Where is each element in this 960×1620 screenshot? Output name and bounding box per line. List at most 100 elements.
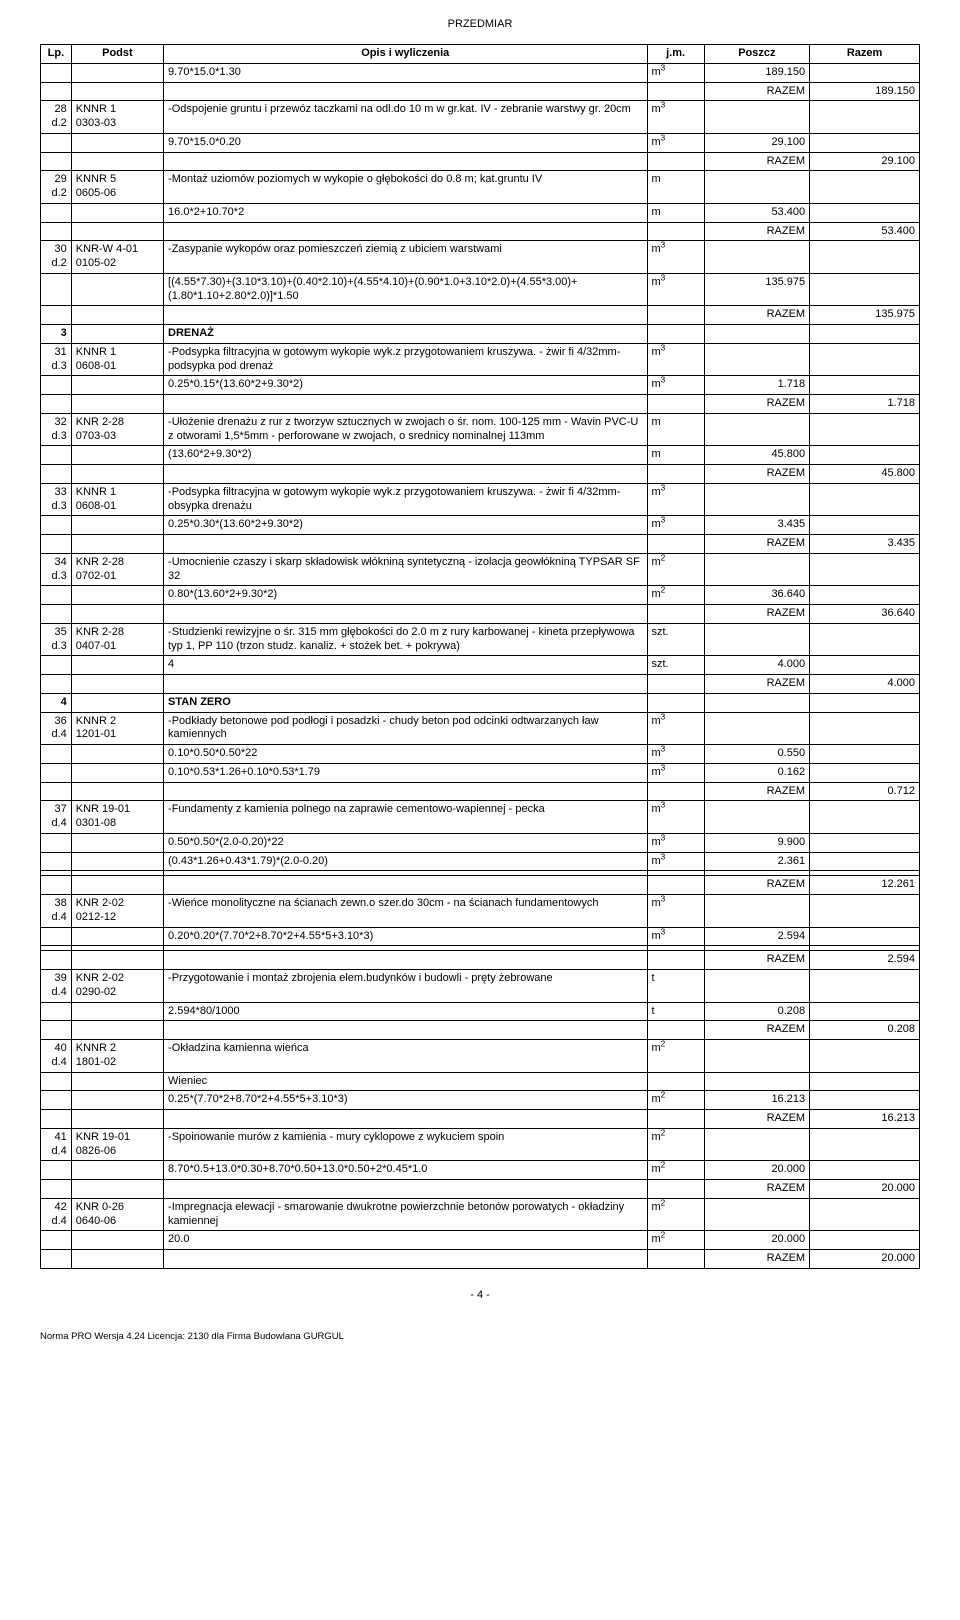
razem-row: RAZEM 20.000 bbox=[41, 1250, 920, 1269]
table-row: [(4.55*7.30)+(3.10*3.10)+(0.40*2.10)+(4.… bbox=[41, 273, 920, 306]
cell-jm: m2 bbox=[647, 1091, 704, 1110]
cell-podst1: KNR 19-01 bbox=[76, 1131, 130, 1143]
cell-opis: 9.70*15.0*1.30 bbox=[164, 63, 647, 82]
cell-opis: 2.594*80/1000 bbox=[164, 1002, 647, 1021]
cell-opis: -Impregnacja elewacji - smarowanie dwukr… bbox=[164, 1198, 647, 1231]
cell-poszcz: 2.594 bbox=[704, 927, 809, 946]
cell-jm: m2 bbox=[647, 586, 704, 605]
cell-podst1: KNR-W 4-01 bbox=[76, 243, 138, 255]
razem-value: 4.000 bbox=[810, 675, 920, 694]
cell-podst1: KNR 2-28 bbox=[76, 416, 124, 428]
cell-d: d.4 bbox=[51, 911, 66, 923]
cell-podst2: 0407-01 bbox=[76, 640, 116, 652]
razem-row: RAZEM 45.800 bbox=[41, 465, 920, 484]
cell-opis: -Podkłady betonowe pod podłogi i posadzk… bbox=[164, 712, 647, 745]
cell-opis: [(4.55*7.30)+(3.10*3.10)+(0.40*2.10)+(4.… bbox=[164, 273, 647, 306]
cell-podst2: 0605-06 bbox=[76, 187, 116, 199]
col-lp: Lp. bbox=[41, 45, 72, 64]
cell-jm: m3 bbox=[647, 745, 704, 764]
razem-value: 36.640 bbox=[810, 605, 920, 624]
cell-podst2: 0608-01 bbox=[76, 360, 116, 372]
cell-podst2: 0703-03 bbox=[76, 430, 116, 442]
cell-podst1: KNNR 1 bbox=[76, 486, 116, 498]
razem-label: RAZEM bbox=[704, 876, 809, 895]
razem-row: RAZEM 29.100 bbox=[41, 152, 920, 171]
cell-opis: 20.0 bbox=[164, 1231, 647, 1250]
cell-podst2: 0608-01 bbox=[76, 500, 116, 512]
cell-jm: m bbox=[647, 446, 704, 465]
cell-opis: -Odspojenie gruntu i przewóz taczkami na… bbox=[164, 101, 647, 134]
razem-label: RAZEM bbox=[704, 951, 809, 970]
table-row: 0.20*0.20*(7.70*2+8.70*2+4.55*5+3.10*3) … bbox=[41, 927, 920, 946]
cell-d: d.4 bbox=[51, 1145, 66, 1157]
razem-label: RAZEM bbox=[704, 306, 809, 325]
cell-podst1: KNR 2-28 bbox=[76, 556, 124, 568]
cell-lp: 39 bbox=[55, 972, 67, 984]
razem-label: RAZEM bbox=[704, 465, 809, 484]
table-row: 4 szt. 4.000 bbox=[41, 656, 920, 675]
cell-opis: 0.25*0.30*(13.60*2+9.30*2) bbox=[164, 516, 647, 535]
cell-d: d.3 bbox=[51, 500, 66, 512]
razem-label: RAZEM bbox=[704, 1250, 809, 1269]
cell-jm: m3 bbox=[647, 763, 704, 782]
cell-poszcz: 53.400 bbox=[704, 203, 809, 222]
cell-opis: 0.10*0.50*0.50*22 bbox=[164, 745, 647, 764]
table-row: 32d.3 KNR 2-280703-03 -Ułożenie drenażu … bbox=[41, 413, 920, 446]
cell-opis: 9.70*15.0*0.20 bbox=[164, 133, 647, 152]
razem-value: 20.000 bbox=[810, 1180, 920, 1199]
cell-jm: m bbox=[647, 203, 704, 222]
cell-d: d.4 bbox=[51, 1215, 66, 1227]
page-number: - 4 - bbox=[40, 1289, 920, 1301]
cell-lp: 33 bbox=[55, 486, 67, 498]
cell-poszcz: 16.213 bbox=[704, 1091, 809, 1110]
razem-label: RAZEM bbox=[704, 675, 809, 694]
table-row: 9.70*15.0*0.20 m3 29.100 bbox=[41, 133, 920, 152]
cell-podst1: KNNR 2 bbox=[76, 1042, 116, 1054]
table-row: 33d.3 KNNR 10608-01 -Podsypka filtracyjn… bbox=[41, 483, 920, 516]
cell-jm: m3 bbox=[647, 133, 704, 152]
cell-lp: 35 bbox=[55, 626, 67, 638]
cell-jm: t bbox=[647, 1002, 704, 1021]
table-row: 0.10*0.53*1.26+0.10*0.53*1.79 m3 0.162 bbox=[41, 763, 920, 782]
cell-podst1: KNR 0-26 bbox=[76, 1201, 124, 1213]
razem-row: RAZEM 2.594 bbox=[41, 951, 920, 970]
table-row: 0.80*(13.60*2+9.30*2) m2 36.640 bbox=[41, 586, 920, 605]
cell-lp: 38 bbox=[55, 897, 67, 909]
cell-opis: -Zasypanie wykopów oraz pomieszczeń ziem… bbox=[164, 241, 647, 274]
col-opis: Opis i wyliczenia bbox=[164, 45, 647, 64]
razem-label: RAZEM bbox=[704, 222, 809, 241]
cell-podst2: 0640-06 bbox=[76, 1215, 116, 1227]
cell-opis: -Fundamenty z kamienia polnego na zapraw… bbox=[164, 801, 647, 834]
cell-poszcz: 20.000 bbox=[704, 1231, 809, 1250]
cell-lp: 28 bbox=[55, 103, 67, 115]
razem-row: RAZEM 1.718 bbox=[41, 395, 920, 414]
cell-d: d.3 bbox=[51, 430, 66, 442]
page: PRZEDMIAR Lp. Podst Opis i wyliczenia j.… bbox=[0, 0, 960, 1362]
table-row: 30d.2 KNR-W 4-010105-02 -Zasypanie wykop… bbox=[41, 241, 920, 274]
razem-row: RAZEM 12.261 bbox=[41, 876, 920, 895]
table-row: 38d.4 KNR 2-020212-12 -Wieńce monolitycz… bbox=[41, 895, 920, 928]
cell-opis: 16.0*2+10.70*2 bbox=[164, 203, 647, 222]
cell-poszcz: 1.718 bbox=[704, 376, 809, 395]
cell-jm: m3 bbox=[647, 712, 704, 745]
cell-podst1: KNR 19-01 bbox=[76, 803, 130, 815]
cell-opis: -Ułożenie drenażu z rur z tworzyw sztucz… bbox=[164, 413, 647, 446]
cell-jm: m3 bbox=[647, 833, 704, 852]
cell-opis: -Studzienki rewizyjne o śr. 315 mm głębo… bbox=[164, 623, 647, 656]
cell-opis: 0.25*0.15*(13.60*2+9.30*2) bbox=[164, 376, 647, 395]
razem-label: RAZEM bbox=[704, 535, 809, 554]
cell-opis: Wieniec bbox=[164, 1072, 647, 1091]
cell-jm: m bbox=[647, 171, 704, 204]
cell-podst1: KNNR 1 bbox=[76, 103, 116, 115]
cell-opis: 0.80*(13.60*2+9.30*2) bbox=[164, 586, 647, 605]
cell-lp: 34 bbox=[55, 556, 67, 568]
col-jm: j.m. bbox=[647, 45, 704, 64]
cell-opis: 0.25*(7.70*2+8.70*2+4.55*5+3.10*3) bbox=[164, 1091, 647, 1110]
cell-jm: m2 bbox=[647, 553, 704, 586]
cell-jm: m2 bbox=[647, 1161, 704, 1180]
cell-podst1: KNNR 5 bbox=[76, 173, 116, 185]
razem-label: RAZEM bbox=[704, 152, 809, 171]
razem-row: RAZEM 189.150 bbox=[41, 82, 920, 101]
cell-jm: m3 bbox=[647, 852, 704, 871]
cell-lp: 42 bbox=[55, 1201, 67, 1213]
